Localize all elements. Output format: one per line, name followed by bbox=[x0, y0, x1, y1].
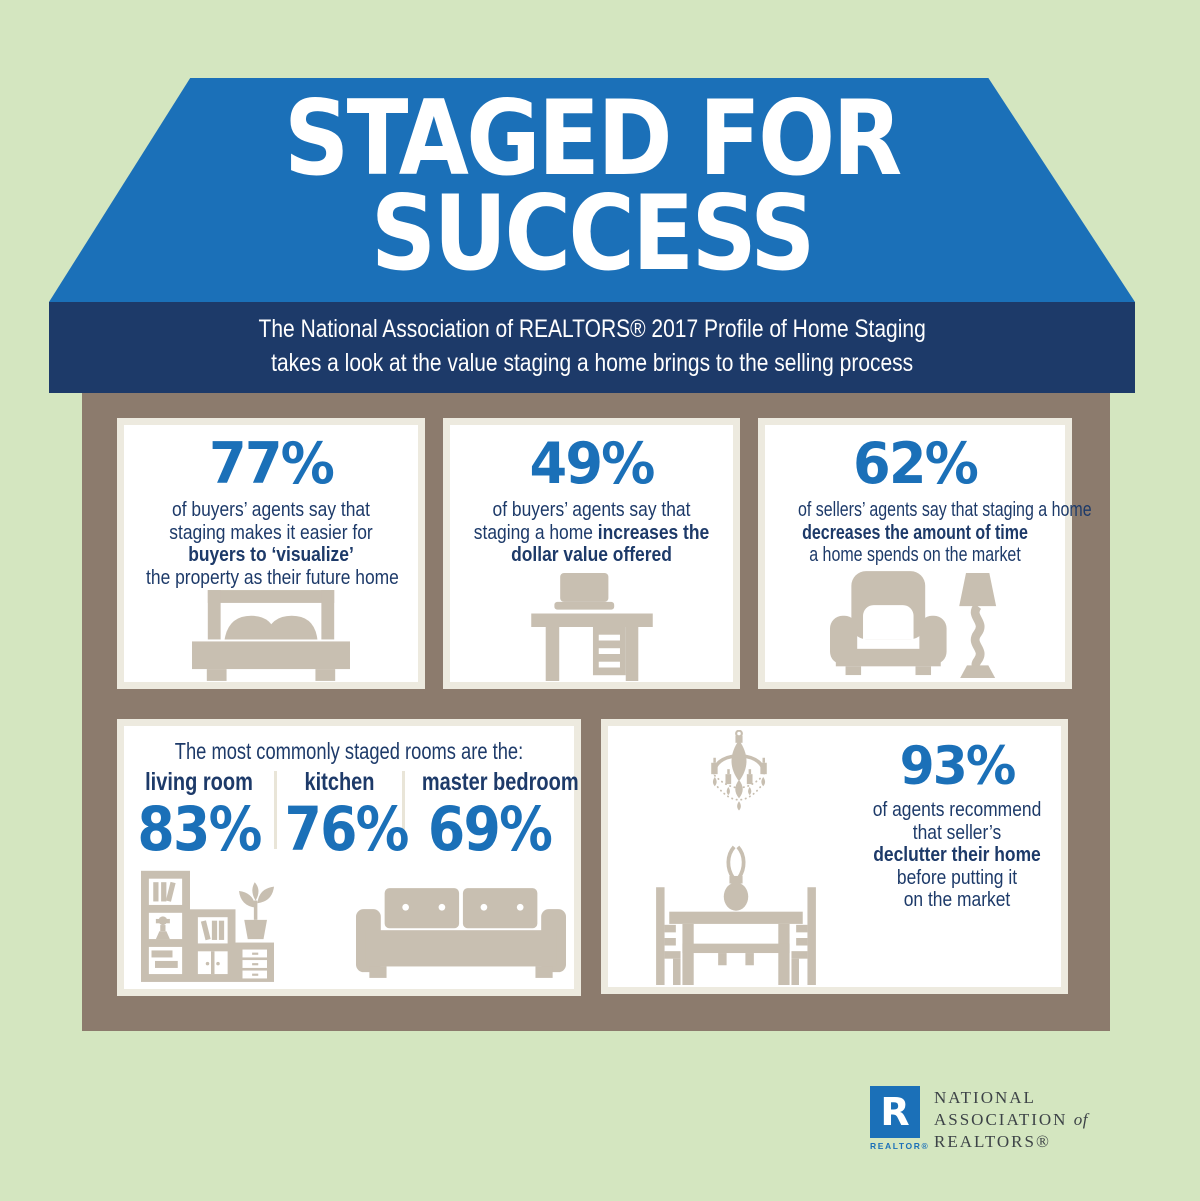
nar-logo: R REALTOR® NATIONAL ASSOCIATION of REALT… bbox=[870, 1086, 1088, 1153]
title-line-1: STAGED FOR bbox=[284, 79, 902, 199]
nar-name-line-3: REALTORS® bbox=[934, 1132, 1051, 1152]
bed-icon bbox=[192, 590, 350, 681]
room-value: 83% bbox=[137, 793, 262, 865]
stat-card-dollar-value: 49% of buyers’ agents say that staging a… bbox=[443, 418, 740, 689]
armchair-floor-lamp-icon bbox=[830, 571, 997, 678]
dining-table-icon bbox=[656, 845, 816, 985]
subtitle-line-1: The National Association of REALTORS® 20… bbox=[258, 315, 926, 343]
stat-text: of agents recommend that seller’s declut… bbox=[872, 798, 1042, 912]
room-col-living-room: living room 83% bbox=[124, 767, 274, 865]
stat-value: 49% bbox=[529, 431, 656, 497]
rooms-columns: living room 83% kitchen 76% master bedro… bbox=[124, 767, 579, 865]
room-value: 69% bbox=[427, 793, 553, 865]
stat-value: 62% bbox=[853, 431, 979, 497]
room-label: master bedroom bbox=[421, 768, 579, 796]
column-divider bbox=[274, 771, 277, 849]
stat-text: of sellers’ agents say that staging a ho… bbox=[798, 498, 1092, 567]
subtitle-band: The National Association of REALTORS® 20… bbox=[49, 302, 1135, 393]
page-title: STAGED FOR SUCCESS bbox=[242, 78, 942, 294]
roof-banner: STAGED FOR SUCCESS bbox=[49, 78, 1135, 302]
staged-rooms-card: The most commonly staged rooms are the: … bbox=[117, 719, 581, 996]
stat-value: 93% bbox=[899, 736, 1017, 797]
desk-laptop-icon bbox=[530, 573, 653, 681]
declutter-card: 93% of agents recommend that seller’s de… bbox=[601, 719, 1068, 994]
stat-value: 77% bbox=[209, 431, 335, 497]
sofa-icon bbox=[356, 888, 566, 978]
bookshelf-plant-icon bbox=[141, 870, 274, 982]
realtor-r-letter: R bbox=[880, 1090, 910, 1134]
declutter-text-block: 93% of agents recommend that seller’s de… bbox=[854, 740, 1060, 912]
room-col-kitchen: kitchen 76% bbox=[277, 767, 410, 865]
room-label: living room bbox=[145, 768, 253, 796]
stat-text: of buyers’ agents say that staging makes… bbox=[146, 498, 399, 589]
nar-name-line-2: ASSOCIATION of bbox=[934, 1110, 1088, 1130]
stat-card-time-on-market: 62% of sellers’ agents say that staging … bbox=[758, 418, 1092, 689]
realtor-r-icon: R bbox=[870, 1086, 920, 1138]
stat-card-visualize: 77% of buyers’ agents say that staging m… bbox=[117, 418, 425, 689]
room-value: 76% bbox=[284, 793, 410, 865]
realtor-wordmark: REALTOR® bbox=[870, 1141, 930, 1151]
subtitle-line-2: takes a look at the value staging a home… bbox=[270, 348, 914, 377]
rooms-heading: The most commonly staged rooms are the: bbox=[174, 738, 524, 764]
realtor-block: R REALTOR® bbox=[870, 1086, 930, 1153]
nar-name-line-1: NATIONAL bbox=[934, 1088, 1036, 1107]
title-line-2: SUCCESS bbox=[371, 173, 815, 294]
room-label: kitchen bbox=[304, 768, 375, 796]
room-col-master-bedroom: master bedroom 69% bbox=[405, 767, 579, 865]
nar-name: NATIONAL ASSOCIATION of REALTORS® bbox=[934, 1086, 1088, 1153]
column-divider bbox=[402, 771, 405, 849]
stat-text: of buyers’ agents say that staging a hom… bbox=[473, 498, 710, 567]
chandelier-icon bbox=[711, 730, 767, 811]
